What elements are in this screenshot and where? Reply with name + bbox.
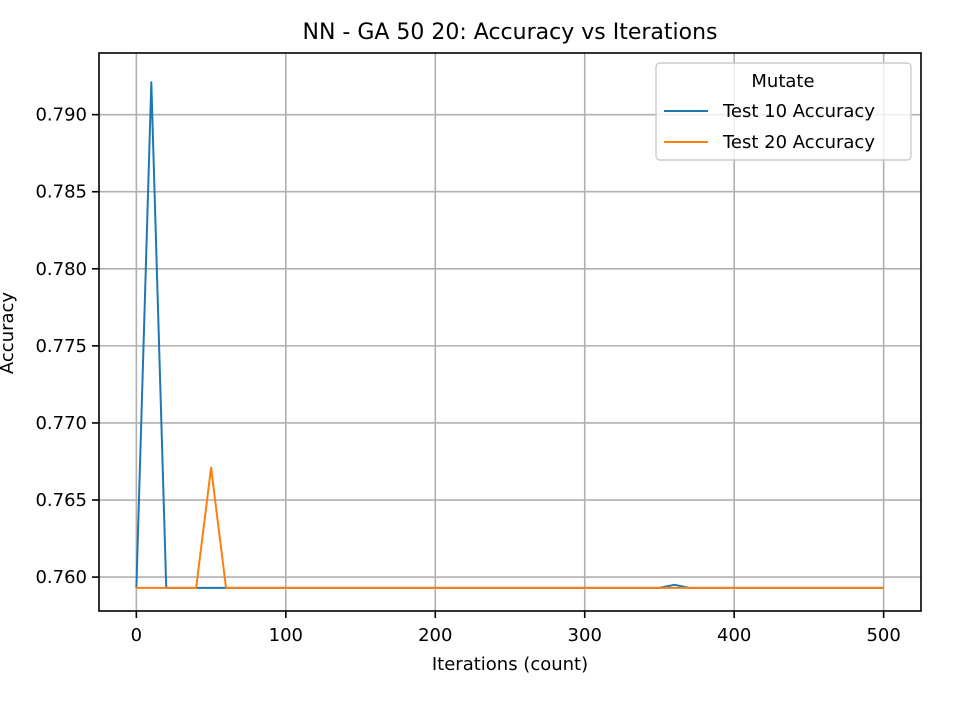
- x-tick-label: 0: [131, 625, 142, 646]
- x-tick-label: 400: [717, 625, 751, 646]
- legend-entries: Test 10 Accuracy Test 20 Accuracy: [664, 101, 875, 153]
- y-tick-label: 0.790: [35, 105, 87, 126]
- y-tick-label: 0.770: [35, 413, 87, 434]
- legend: Mutate Test 10 Accuracy Test 20 Accuracy: [655, 62, 912, 161]
- y-tick-label: 0.775: [35, 336, 87, 357]
- y-axis-label: Accuracy: [0, 292, 18, 375]
- legend-label: Test 20 Accuracy: [722, 132, 875, 153]
- x-tick-label: 300: [568, 625, 602, 646]
- legend-title: Mutate: [751, 71, 814, 92]
- y-tick-label: 0.760: [35, 567, 87, 588]
- x-axis-label: Iterations (count): [432, 654, 588, 675]
- y-axis-ticks: 0.760 0.765 0.770 0.775 0.780 0.785 0.790: [35, 105, 99, 588]
- chart-title: NN - GA 50 20: Accuracy vs Iterations: [302, 20, 717, 45]
- series-lines: [135, 81, 884, 589]
- x-tick-label: 500: [866, 625, 900, 646]
- plot-frame: [98, 52, 922, 612]
- y-tick-label: 0.785: [35, 182, 87, 203]
- x-tick-label: 100: [269, 625, 303, 646]
- y-tick-label: 0.780: [35, 259, 87, 280]
- series-line-2: [136, 466, 884, 589]
- x-tick-label: 200: [418, 625, 452, 646]
- legend-box: [655, 62, 912, 161]
- legend-label: Test 10 Accuracy: [722, 101, 875, 122]
- y-tick-label: 0.765: [35, 490, 87, 511]
- x-axis-ticks: 0 100 200 300 400 500: [131, 611, 901, 646]
